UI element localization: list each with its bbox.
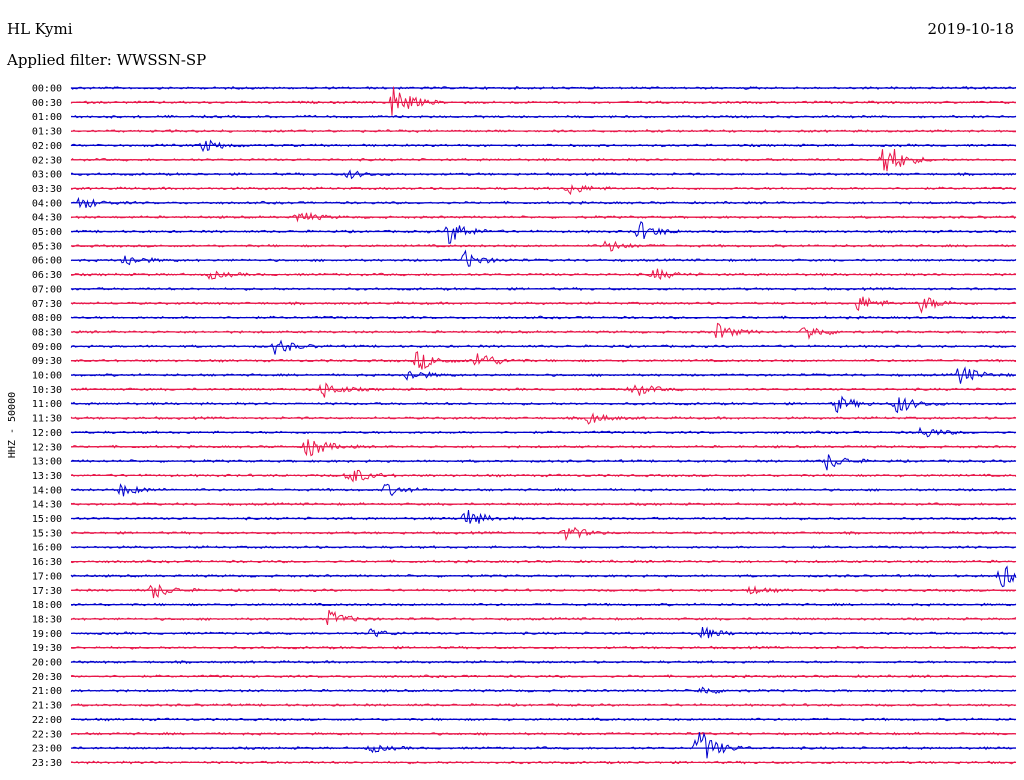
tick-label: 01:00	[32, 112, 62, 123]
trace-line	[71, 583, 1017, 599]
trace-line	[70, 366, 1016, 384]
tick-label: 09:00	[32, 342, 62, 353]
tick-label: 05:30	[32, 241, 62, 252]
tick-label: 19:30	[32, 643, 62, 654]
tick-label: 11:30	[32, 414, 62, 425]
tick-label: 08:30	[32, 327, 62, 338]
tick-label: 21:30	[32, 701, 62, 712]
trace-line	[71, 439, 1017, 457]
tick-label: 21:00	[32, 686, 62, 697]
trace-line	[70, 395, 1017, 414]
tick-label: 19:00	[32, 629, 62, 640]
tick-label: 08:00	[32, 313, 62, 324]
tick-label: 00:30	[32, 98, 62, 109]
tick-label: 14:00	[32, 485, 62, 496]
tick-label: 02:30	[32, 155, 62, 166]
tick-label: 16:00	[32, 543, 62, 554]
trace-line	[70, 220, 1017, 245]
tick-label: 12:30	[32, 442, 62, 453]
tick-label: 16:30	[32, 557, 62, 568]
tick-label: 13:00	[32, 457, 62, 468]
tick-label: 13:30	[32, 471, 62, 482]
tick-label: 04:30	[32, 213, 62, 224]
trace-line	[70, 659, 1017, 665]
tick-label-group: 00:00 00:30 01:00 01:30 02:00 02:30 03:00 03:30…	[32, 84, 62, 769]
tick-label: 14:30	[32, 500, 62, 511]
tick-label: 06:30	[32, 270, 62, 281]
date-label: 2019-10-18	[927, 20, 1014, 38]
trace-line	[70, 322, 1016, 340]
tick-label: 22:30	[32, 729, 62, 740]
tick-label: 15:30	[32, 528, 62, 539]
tick-label: 20:00	[32, 658, 62, 669]
tick-label: 12:00	[32, 428, 62, 439]
filter-label: Applied filter: WWSSN-SP	[7, 51, 207, 69]
trace-line	[70, 296, 1017, 314]
tick-label: 11:00	[32, 399, 62, 410]
tick-label: 15:00	[32, 514, 62, 525]
tick-label: 01:30	[32, 127, 62, 138]
tick-label: 02:00	[32, 141, 62, 152]
tick-label: 00:00	[32, 84, 62, 95]
tick-label: 23:00	[32, 744, 62, 755]
trace-line	[70, 510, 1017, 524]
trace-line	[70, 626, 1017, 639]
tick-label: 04:00	[32, 198, 62, 209]
tick-label: 09:30	[32, 356, 62, 367]
tick-label: 23:30	[32, 758, 62, 769]
trace-line	[70, 731, 1016, 759]
tick-label: 17:30	[32, 586, 62, 597]
tick-label: 10:30	[32, 385, 62, 396]
station-title: HL Kymi	[7, 20, 73, 38]
trace-line	[70, 412, 1017, 425]
tick-label: 07:00	[32, 284, 62, 295]
tick-label: 20:30	[32, 672, 62, 683]
tick-label: 06:00	[32, 256, 62, 267]
tick-label: 05:00	[32, 227, 62, 238]
tick-label: 07:30	[32, 299, 62, 310]
trace-group	[70, 85, 1017, 765]
tick-label: 17:00	[32, 571, 62, 582]
trace-line	[70, 184, 1017, 196]
trace-line	[70, 268, 1017, 280]
trace-line	[70, 565, 1017, 588]
trace-line	[70, 249, 1017, 267]
tick-label: 22:00	[32, 715, 62, 726]
trace-line	[70, 526, 1017, 542]
tick-label: 10:00	[32, 371, 62, 382]
tick-label: 03:30	[32, 184, 62, 195]
trace-line	[70, 454, 1017, 471]
tick-label: 18:00	[32, 600, 62, 611]
trace-line	[70, 382, 1017, 398]
y-axis-label: HHZ - 50000	[7, 392, 18, 458]
trace-line	[70, 339, 1017, 355]
trace-line	[70, 86, 1016, 116]
trace-line	[70, 609, 1017, 626]
tick-label: 03:00	[32, 170, 62, 181]
tick-label: 18:30	[32, 614, 62, 625]
